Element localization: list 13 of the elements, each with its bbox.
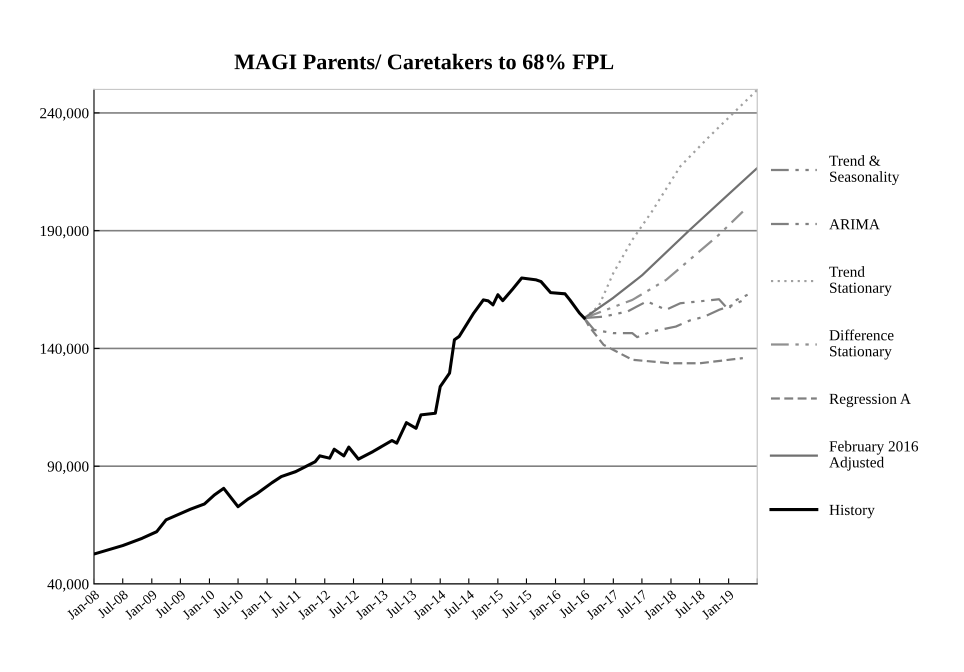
legend-label: Trend & Seasonality xyxy=(829,155,900,185)
legend-label: Regression A xyxy=(829,394,911,408)
chart-title: MAGI Parents/ Caretakers to 68% FPL xyxy=(234,54,614,70)
y-tick-label: 190,000 xyxy=(40,226,89,238)
y-tick-label: 40,000 xyxy=(47,579,89,592)
legend-label: History xyxy=(829,504,875,518)
legend-label: ARIMA xyxy=(829,219,880,230)
y-tick-label: 90,000 xyxy=(48,461,89,474)
legend-label: Difference Stationary xyxy=(829,330,894,360)
y-tick-label: 240,000 xyxy=(40,108,89,121)
legend-label: February 2016 Adjusted xyxy=(829,440,918,471)
y-tick-label: 140,000 xyxy=(40,344,89,356)
legend-label: Trend Stationary xyxy=(829,266,892,296)
